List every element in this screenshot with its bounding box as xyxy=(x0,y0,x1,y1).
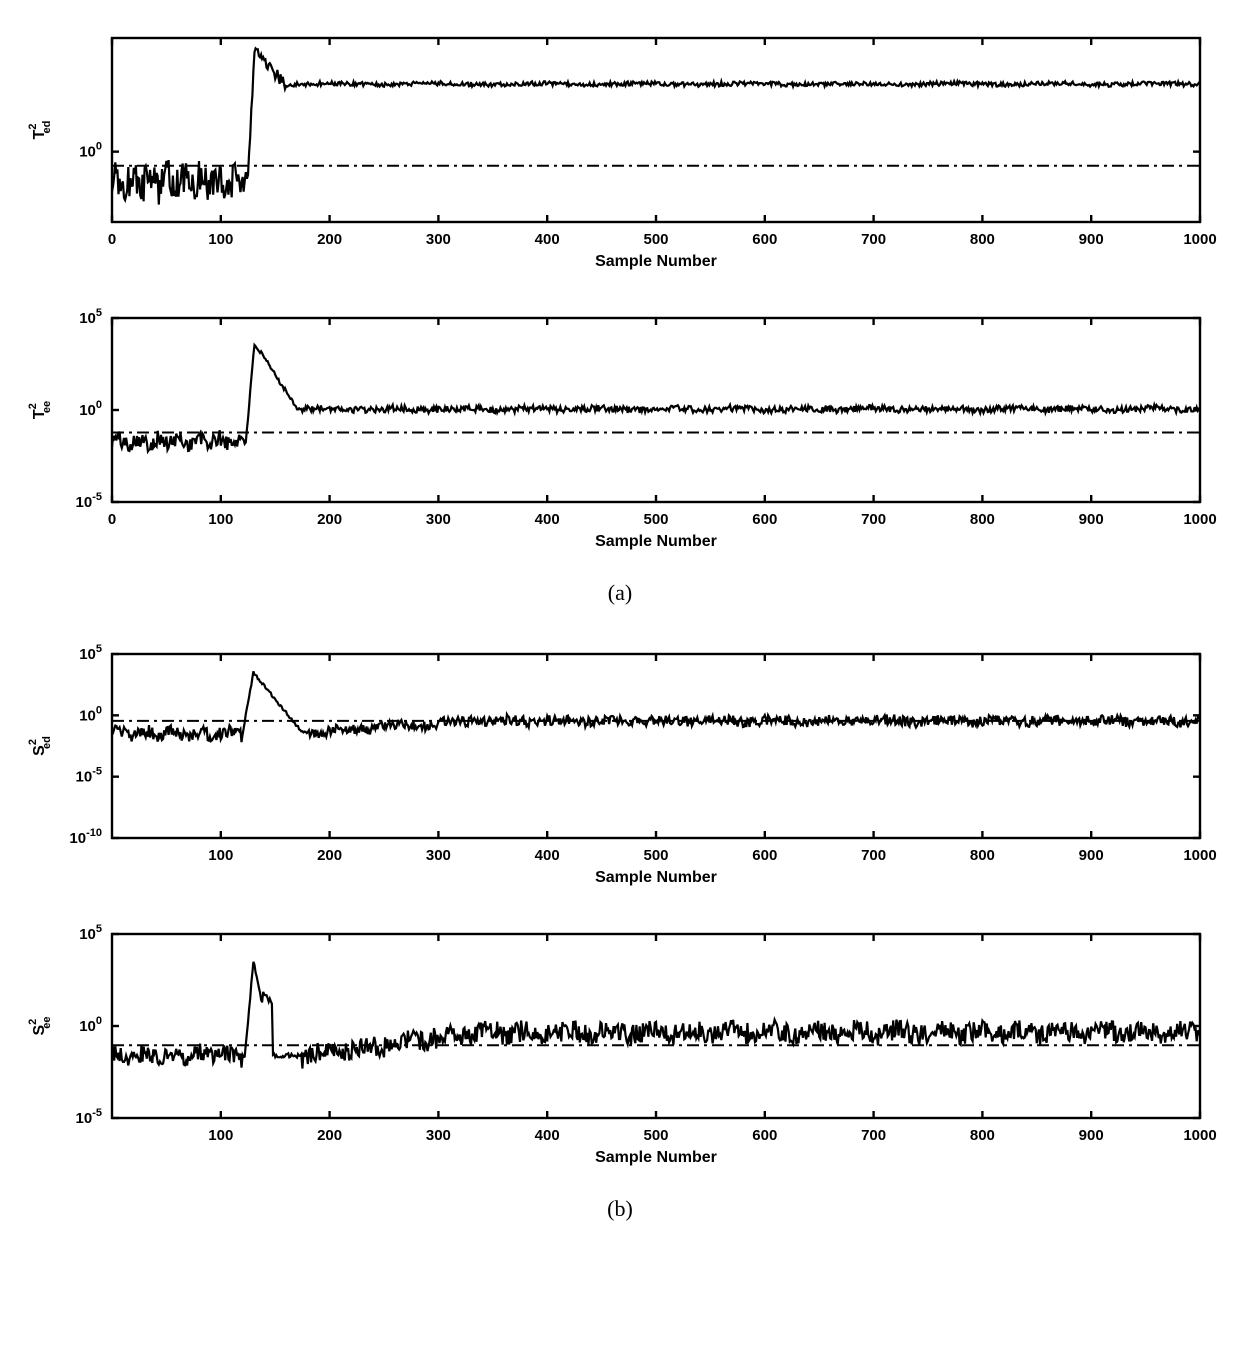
svg-text:600: 600 xyxy=(752,1127,777,1144)
subplot: 100 200 300 400 500 600 700 800 900 1000 10-5 100 10… xyxy=(20,916,1220,1176)
subplot-wrap: 0 100 200 300 400 500 600 700 800 900 1000 100 Samp… xyxy=(20,20,1220,280)
svg-text:1000: 1000 xyxy=(1183,511,1216,528)
svg-text:300: 300 xyxy=(426,847,451,864)
subplot-wrap: 0 100 200 300 400 500 600 700 800 900 1000 10-5 100 1… xyxy=(20,300,1220,560)
svg-text:100: 100 xyxy=(79,141,102,161)
svg-text:100: 100 xyxy=(79,1015,102,1035)
svg-text:900: 900 xyxy=(1079,1127,1104,1144)
svg-text:900: 900 xyxy=(1079,847,1104,864)
figure-root: 01002003004005006007008009001000100 Samp… xyxy=(20,20,1220,1222)
svg-text:900: 900 xyxy=(1079,511,1104,528)
svg-text:10-5: 10-5 xyxy=(76,1107,102,1127)
svg-text:1000: 1000 xyxy=(1183,847,1216,864)
svg-text:200: 200 xyxy=(317,847,342,864)
svg-text:800: 800 xyxy=(970,231,995,248)
svg-text:100: 100 xyxy=(208,847,233,864)
svg-text:500: 500 xyxy=(643,231,668,248)
svg-text:Sample Number: Sample Number xyxy=(595,1149,717,1166)
svg-text:600: 600 xyxy=(752,847,777,864)
svg-text:300: 300 xyxy=(426,231,451,248)
svg-text:S2ee: S2ee xyxy=(27,1016,53,1035)
svg-text:500: 500 xyxy=(643,511,668,528)
subplot: 0 100 200 300 400 500 600 700 800 900 1000 100 Samp… xyxy=(20,20,1220,280)
svg-text:300: 300 xyxy=(426,511,451,528)
svg-text:105: 105 xyxy=(79,923,102,943)
svg-text:500: 500 xyxy=(643,1127,668,1144)
svg-text:800: 800 xyxy=(970,511,995,528)
svg-text:700: 700 xyxy=(861,847,886,864)
svg-text:700: 700 xyxy=(861,1127,886,1144)
svg-text:200: 200 xyxy=(317,511,342,528)
svg-text:10-5: 10-5 xyxy=(76,491,102,511)
figure-group: 01002003004005006007008009001000100 Samp… xyxy=(20,20,1220,606)
subplot-wrap: 100 200 300 400 500 600 700 800 900 1000 10-10 10-5… xyxy=(20,636,1220,896)
svg-text:400: 400 xyxy=(535,1127,560,1144)
data-series xyxy=(112,962,1200,1069)
svg-text:0: 0 xyxy=(108,231,116,248)
subfigure-caption: (a) xyxy=(20,580,1220,606)
svg-text:200: 200 xyxy=(317,1127,342,1144)
svg-text:T2ee: T2ee xyxy=(27,401,53,419)
svg-text:300: 300 xyxy=(426,1127,451,1144)
svg-text:105: 105 xyxy=(79,643,102,663)
svg-text:100: 100 xyxy=(208,1127,233,1144)
data-series xyxy=(112,48,1200,204)
svg-text:600: 600 xyxy=(752,511,777,528)
svg-text:500: 500 xyxy=(643,847,668,864)
subplot-wrap: 100 200 300 400 500 600 700 800 900 1000 10-5 100 10… xyxy=(20,916,1220,1176)
svg-text:Sample Number: Sample Number xyxy=(595,869,717,886)
svg-text:10-5: 10-5 xyxy=(76,766,102,786)
svg-text:400: 400 xyxy=(535,847,560,864)
subfigure-caption: (b) xyxy=(20,1196,1220,1222)
svg-text:1000: 1000 xyxy=(1183,1127,1216,1144)
subplot: 0 100 200 300 400 500 600 700 800 900 1000 10-5 100 1… xyxy=(20,300,1220,560)
svg-text:Sample Number: Sample Number xyxy=(595,533,717,550)
figure-group: 100 200 300 400 500 600 700 800 900 1000 10-10 10-5… xyxy=(20,636,1220,1222)
svg-text:400: 400 xyxy=(535,231,560,248)
svg-text:100: 100 xyxy=(208,231,233,248)
svg-text:700: 700 xyxy=(861,231,886,248)
subplot: 100 200 300 400 500 600 700 800 900 1000 10-10 10-5… xyxy=(20,636,1220,896)
svg-text:800: 800 xyxy=(970,1127,995,1144)
svg-text:800: 800 xyxy=(970,847,995,864)
data-series xyxy=(112,345,1200,451)
svg-text:700: 700 xyxy=(861,511,886,528)
svg-text:0: 0 xyxy=(108,511,116,528)
svg-text:900: 900 xyxy=(1079,231,1104,248)
svg-text:100: 100 xyxy=(79,399,102,419)
svg-text:Sample Number: Sample Number xyxy=(595,253,717,270)
svg-text:400: 400 xyxy=(535,511,560,528)
svg-text:105: 105 xyxy=(79,307,102,327)
svg-text:200: 200 xyxy=(317,231,342,248)
svg-text:100: 100 xyxy=(208,511,233,528)
svg-text:T2ed: T2ed xyxy=(27,121,53,140)
data-series xyxy=(112,671,1200,742)
svg-text:10-10: 10-10 xyxy=(69,827,102,847)
svg-text:100: 100 xyxy=(79,704,102,724)
svg-text:S2ed: S2ed xyxy=(27,736,53,756)
svg-text:1000: 1000 xyxy=(1183,231,1216,248)
svg-text:600: 600 xyxy=(752,231,777,248)
